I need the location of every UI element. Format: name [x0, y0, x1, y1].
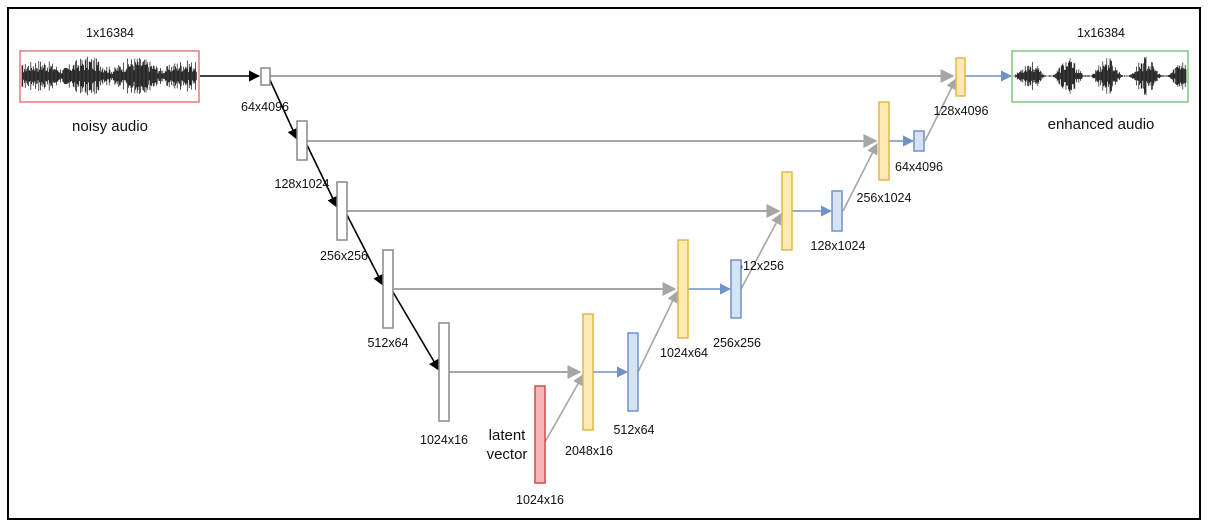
- waveform-trace: [21, 56, 197, 96]
- output-waveform-box: [1011, 50, 1189, 103]
- concat-label-1: 2048x16: [565, 444, 613, 458]
- latent-vector-block: [534, 385, 546, 484]
- decoder-block-4: [913, 130, 925, 152]
- encoder-block-1: [260, 67, 271, 86]
- enhanced-waveform: [1013, 56, 1187, 96]
- down-arrow-4: [392, 291, 440, 371]
- concat-block-1: [582, 313, 594, 431]
- latent-shape-label: 1024x16: [516, 493, 564, 507]
- up-arrow-4: [924, 77, 957, 142]
- encoder-label-1: 64x4096: [241, 100, 289, 114]
- decoder-block-3: [831, 190, 843, 232]
- encoder-label-2: 128x1024: [275, 177, 330, 191]
- decoder-label-3: 128x1024: [811, 239, 866, 253]
- encoder-block-2: [296, 120, 308, 161]
- decoder-label-4: 64x4096: [895, 160, 943, 174]
- noisy-waveform: [21, 56, 197, 96]
- encoder-label-4: 512x64: [367, 336, 408, 350]
- decoder-concat: [582, 57, 966, 431]
- decoder-label-1: 512x64: [613, 423, 654, 437]
- diagram-frame: [7, 7, 1201, 520]
- up-arrow-2: [740, 213, 782, 290]
- input-caption: noisy audio: [72, 118, 148, 135]
- decoder-blocks: [627, 130, 925, 412]
- encoder-block-4: [382, 249, 394, 329]
- concat-block-3: [781, 171, 793, 251]
- concat-block-4: [878, 101, 890, 181]
- encoder-label-5: 1024x16: [420, 433, 468, 447]
- encoder-block-5: [438, 322, 450, 422]
- skip-connections: [270, 69, 955, 379]
- decoder-label-2: 256x256: [713, 336, 761, 350]
- down-arrows: [200, 70, 440, 371]
- concat-label-5: 128x4096: [934, 104, 989, 118]
- down-arrow-1: [269, 79, 298, 141]
- down-arrow-3: [346, 214, 384, 286]
- conv-arrows: [593, 70, 1013, 378]
- concat-label-3: 512x256: [736, 259, 784, 273]
- output-caption: enhanced audio: [1048, 116, 1155, 133]
- waveform-trace: [1013, 56, 1187, 96]
- encoder: [260, 67, 450, 422]
- concat-block-2: [677, 239, 689, 339]
- down-arrow-2: [306, 144, 338, 209]
- latent-caption-line1: latent: [489, 427, 527, 444]
- concat-block-5: [955, 57, 966, 97]
- up-arrow-latent: [544, 374, 584, 443]
- concat-label-2: 1024x64: [660, 346, 708, 360]
- input-shape-label: 1x16384: [86, 26, 134, 40]
- latent-caption-line2: vector: [487, 446, 528, 463]
- up-arrow-3: [842, 143, 878, 212]
- decoder-block-1: [627, 332, 639, 412]
- up-arrow-1: [637, 290, 678, 373]
- upsample-arrows: [544, 77, 957, 443]
- concat-label-4: 256x1024: [857, 191, 912, 205]
- decoder-block-2: [730, 259, 742, 319]
- encoder-block-3: [336, 181, 348, 241]
- encoder-label-3: 256x256: [320, 249, 368, 263]
- output-shape-label: 1x16384: [1077, 26, 1125, 40]
